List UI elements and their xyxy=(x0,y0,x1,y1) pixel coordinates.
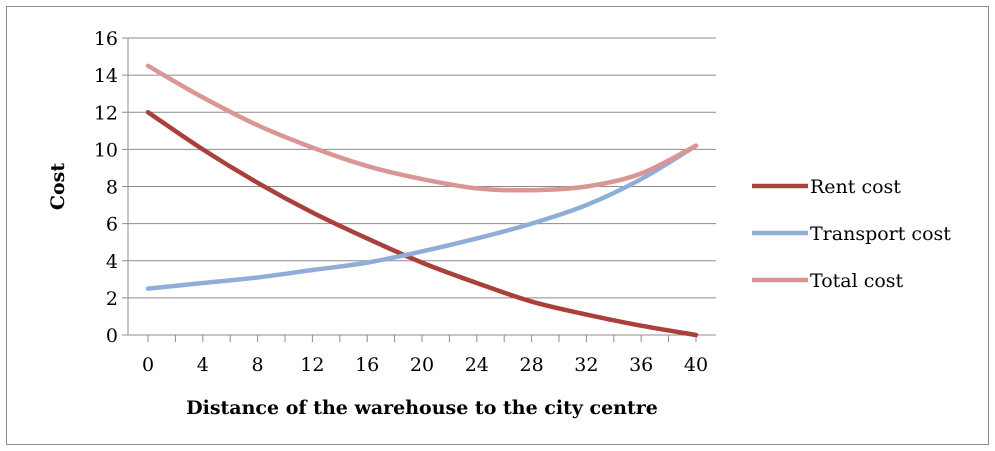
x-tick-label: 28 xyxy=(520,354,544,376)
x-axis-title: Distance of the warehouse to the city ce… xyxy=(186,397,658,419)
y-tick-label: 14 xyxy=(94,65,118,87)
legend-label-total-cost: Total cost xyxy=(810,270,904,292)
y-tick-label: 10 xyxy=(94,139,118,161)
x-tick-label: 4 xyxy=(197,354,209,376)
legend-label-transport-cost: Transport cost xyxy=(810,223,951,245)
y-tick-label: 12 xyxy=(94,102,118,124)
y-axis-tick-labels: 0 2 4 6 8 10 12 14 16 xyxy=(94,28,118,347)
y-tick-label: 2 xyxy=(106,288,118,310)
series-line-transport-cost xyxy=(145,143,699,291)
x-tick-label: 12 xyxy=(300,354,324,376)
series-line-rent-cost xyxy=(145,110,699,338)
x-tick-label: 16 xyxy=(355,354,379,376)
x-tick-label: 32 xyxy=(574,354,598,376)
y-tick-label: 0 xyxy=(106,325,118,347)
x-tick-label: 36 xyxy=(629,354,653,376)
series-lines xyxy=(145,63,699,338)
x-axis-tick-labels: 0 4 8 12 16 20 24 28 32 36 40 xyxy=(142,354,708,376)
x-tick-label: 24 xyxy=(465,354,489,376)
series-line-total-cost xyxy=(145,63,699,193)
y-tick-label: 6 xyxy=(106,214,118,236)
x-tick-label: 0 xyxy=(142,354,154,376)
x-tick-label: 8 xyxy=(252,354,264,376)
y-tick-label: 16 xyxy=(94,28,118,50)
x-tick-label: 20 xyxy=(410,354,434,376)
y-tick-label: 8 xyxy=(106,177,118,199)
y-tick-label: 4 xyxy=(106,251,118,273)
legend-label-rent-cost: Rent cost xyxy=(810,176,901,198)
y-axis-title: Cost xyxy=(47,163,69,210)
legend: Rent cost Transport cost Total cost xyxy=(752,176,951,292)
axes xyxy=(122,37,716,342)
gridlines xyxy=(128,37,716,299)
x-tick-label: 40 xyxy=(684,354,708,376)
